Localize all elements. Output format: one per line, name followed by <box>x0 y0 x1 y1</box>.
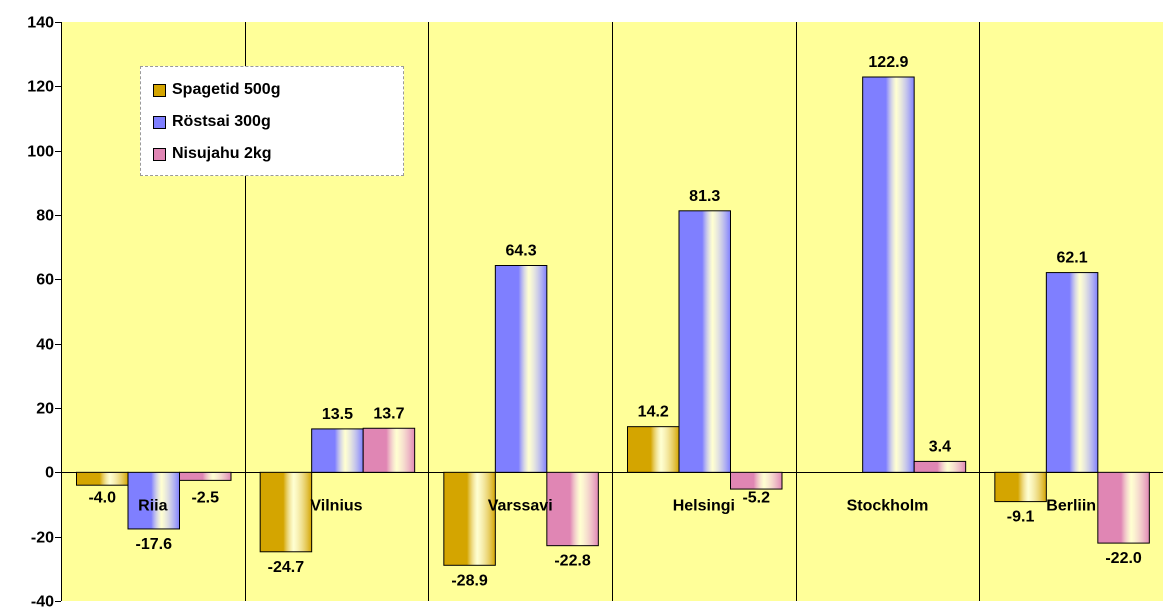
bar <box>546 471 599 547</box>
y-tick-label: 0 <box>45 465 54 482</box>
legend-label: Röstsai 300g <box>172 113 271 130</box>
data-label: -24.7 <box>268 559 305 576</box>
bar <box>443 471 496 566</box>
legend-swatch <box>153 147 166 161</box>
legend-swatch <box>153 83 166 97</box>
data-label: 14.2 <box>638 404 669 421</box>
data-label: 81.3 <box>689 188 720 205</box>
y-tick-label: 60 <box>36 272 54 289</box>
x-category-label: Riia <box>138 497 167 514</box>
y-tick-label: 20 <box>36 401 54 418</box>
bar <box>362 427 416 473</box>
data-label: -17.6 <box>136 536 173 553</box>
data-label: -5.2 <box>742 489 770 506</box>
bars <box>76 76 1150 566</box>
bar <box>994 471 1047 503</box>
legend: Spagetid 500g Röstsai 300g Nisujahu 2kg <box>140 66 404 176</box>
bar <box>678 210 731 473</box>
legend-item-nisujahu: Nisujahu 2kg <box>153 138 403 170</box>
data-label: -22.8 <box>554 553 591 570</box>
data-label: -9.1 <box>1007 509 1035 526</box>
y-tick-label: 100 <box>27 144 54 161</box>
axes <box>61 22 1163 601</box>
y-tick-label: 80 <box>36 208 54 225</box>
y-axis-ticks: 140 120 100 80 60 40 20 0 -20 -40 <box>27 15 61 607</box>
data-label: -4.0 <box>88 489 116 506</box>
data-label: -28.9 <box>451 572 488 589</box>
bar <box>913 460 967 473</box>
bar <box>862 76 915 473</box>
data-label: 13.7 <box>373 405 404 422</box>
legend-swatch <box>153 115 166 129</box>
category-labels: Riia Vilnius Varssavi Helsingi Stockholm Berl… <box>138 497 1096 514</box>
data-label: 13.5 <box>322 406 353 423</box>
data-label: 3.4 <box>929 438 951 455</box>
legend-item-rostsai: Röstsai 300g <box>153 106 403 138</box>
bar <box>179 471 232 481</box>
y-tick-label: -40 <box>31 594 54 607</box>
data-label: -22.0 <box>1105 550 1142 567</box>
y-tick-label: 140 <box>27 15 54 32</box>
bar <box>627 426 680 473</box>
y-tick-label: 40 <box>36 337 54 354</box>
x-category-label: Vilnius <box>310 497 362 514</box>
y-tick-label: 120 <box>27 79 54 96</box>
bar <box>1045 272 1099 473</box>
data-label: 64.3 <box>506 243 537 260</box>
data-label: 62.1 <box>1057 250 1088 267</box>
x-category-label: Helsingi <box>673 497 735 514</box>
y-tick-label: -20 <box>31 530 54 547</box>
legend-label: Spagetid 500g <box>172 81 281 98</box>
x-category-label: Varssavi <box>488 497 553 514</box>
x-category-label: Berliin <box>1046 497 1096 514</box>
data-label: 122.9 <box>868 54 908 71</box>
bar <box>311 428 364 473</box>
bar <box>127 471 180 530</box>
data-labels: -4.0 -17.6 -2.5 -24.7 13.5 13.7 -28.9 64.3 -22.8… <box>88 54 1141 589</box>
legend-item-spagetid: Spagetid 500g <box>153 74 403 106</box>
bar <box>76 471 129 486</box>
bar <box>494 265 548 473</box>
x-category-label: Stockholm <box>847 497 929 514</box>
data-label: -2.5 <box>191 489 219 506</box>
bar <box>730 471 783 490</box>
bar <box>1097 471 1150 544</box>
bar <box>259 471 313 553</box>
legend-label: Nisujahu 2kg <box>172 145 272 162</box>
